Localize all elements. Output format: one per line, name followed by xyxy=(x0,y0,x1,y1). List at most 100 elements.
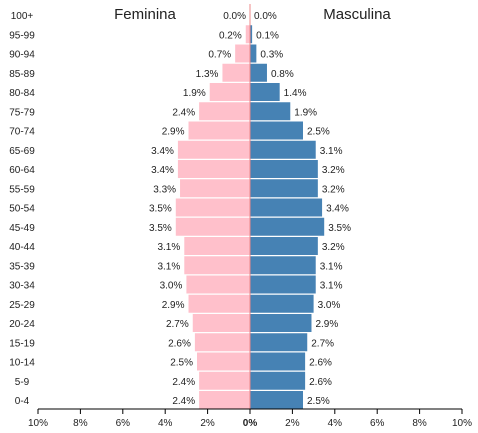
female-bar-75-79 xyxy=(199,102,250,121)
female-value-label-20-24: 2.7% xyxy=(166,319,189,330)
male-bar-20-24 xyxy=(250,314,312,332)
age-label-25-29: 25-29 xyxy=(9,300,35,311)
x-tick-label-5: 0% xyxy=(243,418,258,429)
male-value-label-75-79: 1.9% xyxy=(294,107,317,118)
male-bar-15-19 xyxy=(250,333,308,352)
male-bar-70-74 xyxy=(250,121,303,140)
male-value-label-60-64: 3.2% xyxy=(322,165,345,176)
male-series-title: Masculina xyxy=(323,6,391,23)
female-bar-10-14 xyxy=(197,352,250,371)
male-bar-95-99 xyxy=(250,25,253,44)
male-value-label-55-59: 3.2% xyxy=(322,184,345,195)
x-tick-label-6: 2% xyxy=(285,418,300,429)
male-bar-0-4 xyxy=(250,391,303,409)
female-bar-25-29 xyxy=(188,294,250,313)
female-bar-70-74 xyxy=(188,121,250,140)
x-tick-label-9: 8% xyxy=(412,418,427,429)
male-bar-35-39 xyxy=(250,256,316,275)
female-value-label-35-39: 3.1% xyxy=(157,261,180,272)
male-bar-65-69 xyxy=(250,140,316,159)
female-value-label-25-29: 2.9% xyxy=(162,300,185,311)
age-label-40-44: 40-44 xyxy=(9,242,35,253)
x-tick-label-8: 6% xyxy=(370,418,385,429)
male-bar-45-49 xyxy=(250,217,325,236)
male-value-label-30-34: 3.1% xyxy=(320,281,343,292)
female-bar-40-44 xyxy=(184,237,250,255)
male-bar-55-59 xyxy=(250,179,318,198)
x-tick-label-7: 4% xyxy=(328,418,343,429)
male-bar-30-34 xyxy=(250,275,316,294)
female-value-label-95-99: 0.2% xyxy=(219,30,242,41)
female-value-label-15-19: 2.6% xyxy=(168,338,191,349)
x-tick-label-1: 8% xyxy=(73,418,88,429)
age-label-45-49: 45-49 xyxy=(9,223,35,234)
male-bar-50-54 xyxy=(250,198,323,217)
age-label-60-64: 60-64 xyxy=(9,165,35,176)
x-tick-label-10: 10% xyxy=(452,418,472,429)
male-value-label-40-44: 3.2% xyxy=(322,242,345,253)
x-axis: 10% 8% 6% 4% 2% 0% 2% 4% 6% 8% 10% xyxy=(28,4,472,429)
male-value-label-50-54: 3.4% xyxy=(326,204,349,215)
female-value-label-10-14: 2.5% xyxy=(170,358,193,369)
male-value-label-65-69: 3.1% xyxy=(320,146,343,157)
male-bar-85-89 xyxy=(250,63,267,82)
age-label-0-4: 0-4 xyxy=(15,396,30,407)
female-value-label-50-54: 3.5% xyxy=(149,204,172,215)
female-bar-15-19 xyxy=(194,333,250,352)
male-value-label-25-29: 3.0% xyxy=(318,300,341,311)
male-bar-80-84 xyxy=(250,83,280,101)
female-value-label-30-34: 3.0% xyxy=(160,281,183,292)
female-bar-85-89 xyxy=(222,63,250,82)
female-bar-90-94 xyxy=(235,44,250,63)
age-label-100+: 100+ xyxy=(11,11,34,22)
age-label-50-54: 50-54 xyxy=(9,204,35,215)
male-value-label-5-9: 2.6% xyxy=(309,377,332,388)
female-bar-80-84 xyxy=(209,83,250,101)
female-bar-5-9 xyxy=(199,371,250,390)
female-value-label-45-49: 3.5% xyxy=(149,223,172,234)
male-bar-90-94 xyxy=(250,44,257,63)
labels-group: 0-4 2.4% 2.5% 5-9 2.4% 2.6% 10-14 2.5% 2.6% 15-19… xyxy=(9,11,351,407)
female-value-label-90-94: 0.7% xyxy=(208,50,231,61)
age-label-10-14: 10-14 xyxy=(9,358,35,369)
male-value-label-15-19: 2.7% xyxy=(311,338,334,349)
bars-group xyxy=(175,25,325,409)
female-bar-30-34 xyxy=(186,275,250,294)
male-bar-5-9 xyxy=(250,371,306,390)
female-value-label-40-44: 3.1% xyxy=(157,242,180,253)
male-value-label-0-4: 2.5% xyxy=(307,396,330,407)
male-bar-75-79 xyxy=(250,102,291,121)
female-bar-95-99 xyxy=(245,25,250,44)
age-label-30-34: 30-34 xyxy=(9,281,35,292)
male-value-label-10-14: 2.6% xyxy=(309,358,332,369)
age-label-90-94: 90-94 xyxy=(9,50,35,61)
female-bar-50-54 xyxy=(175,198,250,217)
age-label-85-89: 85-89 xyxy=(9,69,35,80)
male-bar-10-14 xyxy=(250,352,306,371)
x-tick-label-2: 6% xyxy=(116,418,131,429)
male-value-label-45-49: 3.5% xyxy=(328,223,351,234)
female-value-label-65-69: 3.4% xyxy=(151,146,174,157)
male-bar-40-44 xyxy=(250,237,318,255)
age-label-5-9: 5-9 xyxy=(15,377,30,388)
age-label-70-74: 70-74 xyxy=(9,127,35,138)
age-label-55-59: 55-59 xyxy=(9,184,35,195)
female-value-label-85-89: 1.3% xyxy=(196,69,219,80)
x-tick-label-3: 4% xyxy=(158,418,173,429)
female-series-title: Feminina xyxy=(114,6,176,23)
female-bar-65-69 xyxy=(177,140,250,159)
female-value-label-100+: 0.0% xyxy=(223,11,246,22)
female-value-label-5-9: 2.4% xyxy=(172,377,195,388)
male-value-label-95-99: 0.1% xyxy=(256,30,279,41)
x-tick-label-0: 10% xyxy=(28,418,48,429)
male-value-label-20-24: 2.9% xyxy=(315,319,338,330)
female-bar-0-4 xyxy=(199,391,250,409)
age-label-80-84: 80-84 xyxy=(9,88,35,99)
female-value-label-60-64: 3.4% xyxy=(151,165,174,176)
female-value-label-70-74: 2.9% xyxy=(162,127,185,138)
female-bar-60-64 xyxy=(177,160,250,178)
x-tick-label-4: 2% xyxy=(200,418,215,429)
female-value-label-0-4: 2.4% xyxy=(172,396,195,407)
male-bar-60-64 xyxy=(250,160,318,178)
